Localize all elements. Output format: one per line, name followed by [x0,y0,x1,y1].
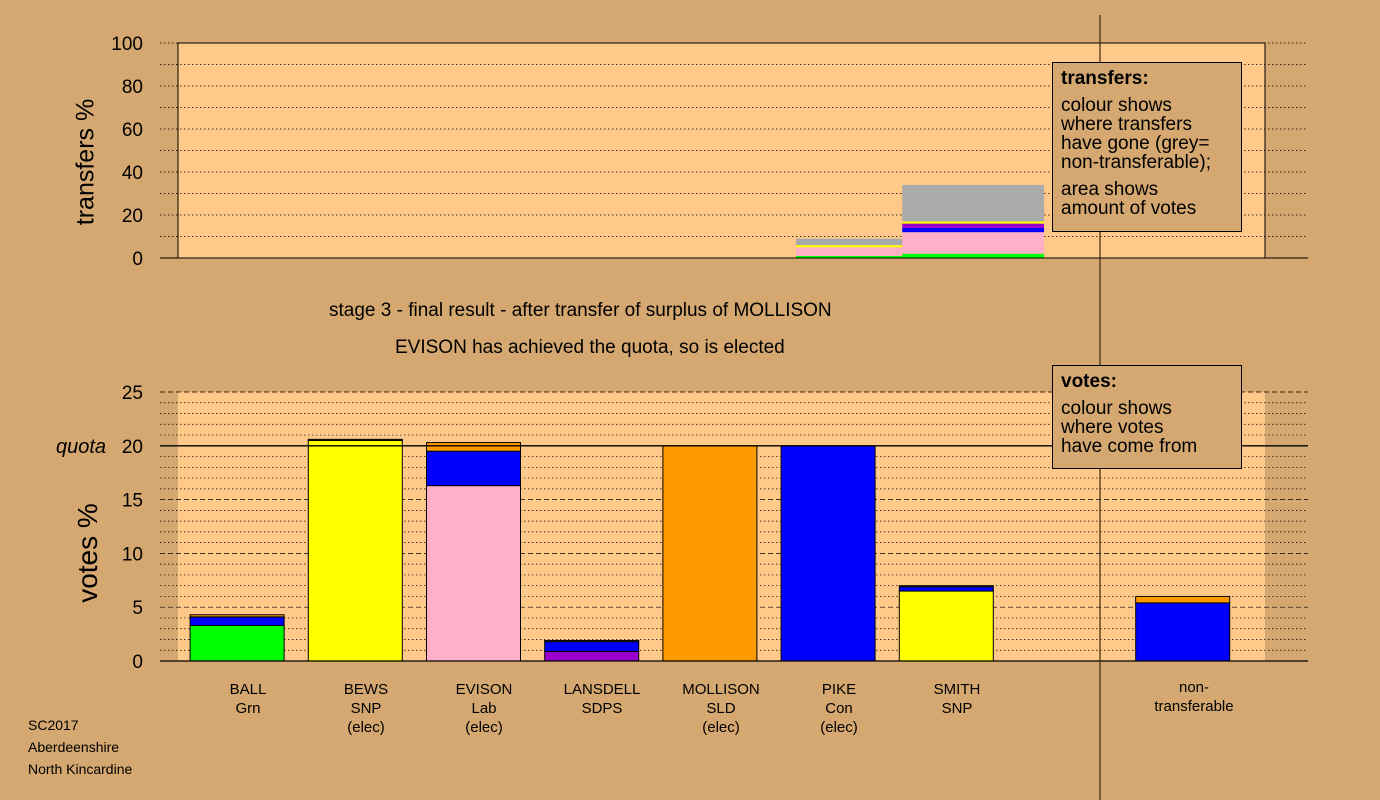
transfers-legend-title: transfers: [1061,68,1149,89]
transfers-y-tick-label: 80 [122,77,143,98]
footer-ward: North Kincardine [28,761,133,777]
candidate-label-bews: BEWS SNP (elec) [296,680,436,737]
vote-bar-segment [898,586,994,592]
candidate-label-non-transferable: non- transferable [1124,678,1264,716]
vote-bar-segment [662,445,758,662]
chart-title: stage 3 - final result - after transfer … [329,300,832,321]
transfers-y-tick-label: 40 [122,163,143,184]
transfers-segment [902,184,1045,222]
votes-y-tick-label: 5 [132,598,143,619]
vote-bar-segment [544,640,640,643]
transfers-y-tick-label: 100 [111,34,143,55]
vote-bar-segment [189,624,285,662]
votes-legend-line: colour shows [1061,398,1172,419]
candidate-label-smith: SMITH SNP [887,680,1027,718]
candidate-status: (elec) [702,719,740,736]
transfers-legend-line: colour shows [1061,95,1172,116]
vote-bar-segment [426,450,521,487]
transfers-y-tick-label: 0 [132,249,143,270]
transfers-y-tick-label: 20 [122,206,143,227]
candidate-party: SNP [350,700,382,717]
transfers-segment [902,227,1045,233]
candidate-name: MOLLISON [682,681,760,698]
votes-legend-line: have come from [1061,436,1198,457]
candidate-label-mollison: MOLLISON SLD (elec) [651,680,791,737]
candidate-name: BEWS [343,681,389,698]
votes-y-tick-label: 10 [122,544,143,565]
vote-bar-segment [544,650,640,662]
vote-bar-segment [898,585,994,588]
vote-bar-segment [426,442,521,452]
votes-y-tick-label: 0 [132,652,143,673]
candidate-name: BALL [229,681,267,698]
candidate-status: (elec) [465,719,503,736]
candidate-party: SNP [941,700,973,717]
candidate-name: transferable [1154,698,1234,715]
vote-bar-segment [898,590,994,662]
votes-y-axis-label: votes % [72,503,103,603]
votes-legend-line: where votes [1061,417,1164,438]
vote-bar-segment [1135,595,1231,604]
transfers-segment [902,232,1045,254]
footer-council: Aberdeenshire [28,739,120,755]
candidate-name: non- [1178,679,1210,696]
candidate-status: (elec) [347,719,385,736]
candidate-label-evison: EVISON Lab (elec) [414,680,554,737]
vote-bar-segment [1135,602,1231,662]
candidate-name: SMITH [933,681,981,698]
votes-legend: votes: colour shows where votes have com… [1052,365,1242,469]
transfers-segment [795,245,903,248]
vote-bar-segment [189,614,285,618]
candidate-name: EVISON [455,681,513,698]
votes-y-tick-label: 20 [122,437,143,458]
candidate-party: SLD [706,700,736,717]
transfers-segment [795,255,903,258]
votes-y-tick-label: 15 [122,491,143,512]
transfers-legend-line: non-transferable); [1061,152,1211,173]
transfers-segment [902,221,1045,224]
transfers-segment [902,253,1045,258]
candidate-party: SDPS [581,700,623,717]
footer-caption: SC2017 Aberdeenshire North Kincardine [28,714,132,780]
quota-label: quota [56,436,107,458]
footer-election: SC2017 [28,717,79,733]
transfers-y-tick-label: 60 [122,120,143,141]
vote-bar-segment [189,616,285,626]
transfers-segment [795,247,903,256]
transfers-legend-line: where transfers [1061,114,1192,135]
candidate-name: LANSDELL [563,681,641,698]
transfers-legend-line: have gone (grey= [1061,133,1210,154]
votes-y-tick-label: 25 [122,383,143,404]
votes-legend-title: votes: [1061,371,1117,392]
candidate-label-pike: PIKE Con (elec) [769,680,909,737]
vote-bar-segment [544,641,640,652]
transfers-legend-line: amount of votes [1061,198,1197,219]
vote-bar-segment [426,485,521,662]
candidate-party: Grn [235,700,261,717]
transfers-legend: transfers: colour shows where transfers … [1052,62,1242,232]
vote-bar-segment [307,438,403,441]
candidate-label-lansdell: LANSDELL SDPS [532,680,672,718]
chart-subtitle: EVISON has achieved the quota, so is ele… [395,337,785,358]
candidate-party: Lab [471,700,497,717]
transfers-y-axis-label: transfers % [71,98,100,226]
candidate-party: Con [825,700,853,717]
transfers-legend-line: area shows [1061,179,1159,200]
candidate-label-ball: BALL Grn [178,680,318,718]
transfers-segment [795,238,903,246]
vote-bar-segment [780,445,876,662]
vote-bar-segment [307,439,403,662]
transfers-segment [902,223,1045,228]
candidate-status: (elec) [820,719,858,736]
candidate-name: PIKE [821,681,857,698]
